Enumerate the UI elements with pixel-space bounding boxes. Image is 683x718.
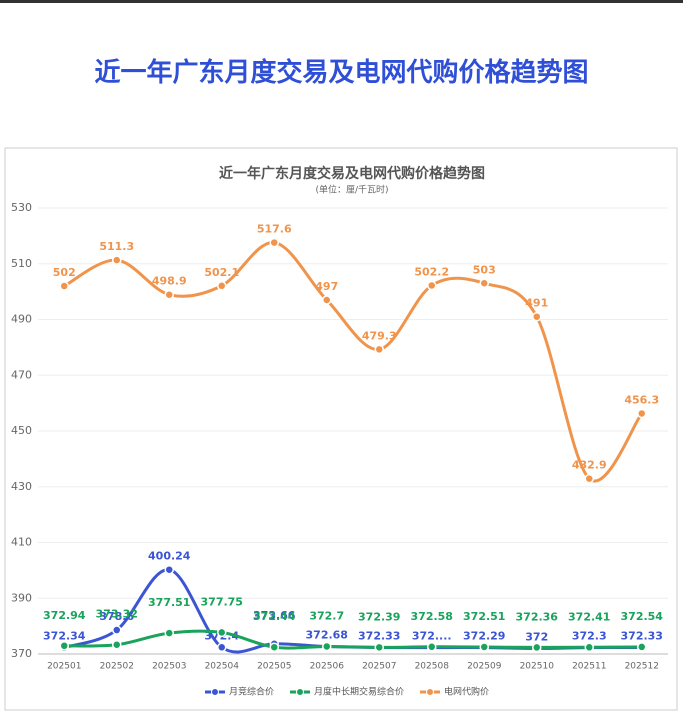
data-label: 377.51: [148, 596, 190, 609]
x-tick-label: 202512: [625, 662, 659, 672]
data-label: 372.33: [621, 630, 663, 643]
legend-dot: [426, 688, 435, 696]
point: [269, 642, 279, 652]
point: [427, 280, 437, 291]
point: [217, 281, 227, 291]
y-tick-label: 430: [11, 480, 32, 493]
x-tick-label: 202502: [100, 662, 134, 672]
point: [374, 642, 384, 653]
point: [637, 408, 647, 419]
legend-dot: [211, 688, 219, 696]
legend-label: 月竞综合价: [229, 686, 274, 698]
x-tick-label: 202508: [415, 662, 450, 672]
point: [427, 642, 437, 652]
series-line: [64, 629, 642, 650]
data-label: 511.3: [99, 240, 134, 253]
data-label: 503: [473, 263, 496, 276]
data-label: 373.32: [96, 608, 138, 621]
point: [112, 255, 122, 265]
y-tick-label: 470: [11, 368, 32, 381]
point: [217, 642, 227, 653]
data-label: 456.3: [624, 393, 659, 406]
data-label: 372....: [412, 630, 452, 643]
y-tick-label: 370: [11, 647, 32, 660]
data-label: 491: [525, 297, 548, 310]
point: [532, 642, 542, 653]
data-label: 372.94: [43, 609, 86, 622]
chart-subtitle: (单位：厘/千瓦时): [315, 184, 388, 196]
legend-label: 月度中长期交易综合价: [314, 686, 404, 698]
data-label: 372.7: [309, 609, 344, 622]
y-tick-label: 490: [11, 313, 32, 326]
data-label: 372: [525, 630, 548, 643]
point: [584, 642, 594, 653]
x-tick-label: 202505: [257, 662, 291, 672]
data-label: 378.6: [99, 610, 134, 623]
point: [59, 281, 69, 291]
x-tick-label: 202504: [205, 662, 240, 672]
point: [374, 344, 384, 355]
point: [322, 641, 332, 652]
point: [479, 278, 489, 289]
point: [584, 473, 594, 484]
point: [164, 289, 174, 300]
x-tick-label: 202511: [572, 662, 606, 672]
data-label: 400.24: [148, 550, 191, 563]
data-label: 372.29: [463, 630, 505, 643]
data-label: 372.44: [253, 610, 296, 623]
data-label: 497: [315, 280, 338, 293]
data-label: 372.41: [568, 610, 610, 623]
point: [637, 642, 647, 652]
data-label: 432.9: [572, 459, 607, 472]
top-bar: [0, 0, 683, 3]
point: [532, 311, 542, 322]
y-tick-label: 510: [11, 257, 32, 270]
x-tick-label: 202503: [152, 662, 186, 672]
data-label: 373.66: [253, 609, 296, 622]
point: [59, 641, 69, 651]
data-label: 372.54: [621, 610, 664, 623]
y-tick-label: 390: [11, 591, 32, 604]
y-tick-label: 530: [11, 201, 32, 214]
data-label: 372.33: [358, 630, 400, 643]
point: [217, 627, 227, 638]
data-label: 502.2: [414, 265, 449, 278]
x-tick-label: 202507: [362, 662, 396, 672]
data-label: 517.6: [257, 223, 292, 236]
data-label: 377.75: [201, 595, 243, 608]
y-tick-label: 450: [11, 424, 32, 437]
data-label: 372.3: [572, 630, 607, 643]
legend-dot: [296, 688, 305, 696]
point: [164, 564, 174, 575]
data-label: 372.34: [43, 629, 86, 642]
data-label: 502: [53, 266, 76, 279]
data-label: 498.9: [152, 275, 187, 288]
point: [112, 639, 122, 650]
chart-title: 近一年广东月度交易及电网代购价格趋势图: [219, 165, 485, 182]
y-tick-label: 410: [11, 536, 32, 549]
data-label: 502.1: [204, 266, 239, 279]
point: [322, 295, 332, 305]
chart-frame: [4, 147, 678, 711]
data-label: 479.3: [362, 329, 397, 342]
point: [479, 642, 489, 652]
legend-label: 电网代购价: [444, 686, 489, 698]
data-label: 372.58: [411, 610, 453, 623]
x-tick-label: 202501: [47, 662, 81, 672]
x-tick-label: 202510: [520, 662, 555, 672]
point: [112, 625, 122, 635]
x-tick-label: 202506: [310, 662, 345, 672]
point: [269, 237, 279, 248]
x-tick-label: 202509: [467, 662, 502, 672]
data-label: 372.51: [463, 610, 505, 623]
point: [164, 628, 174, 638]
data-label: 372.36: [516, 610, 559, 623]
data-label: 372.39: [358, 610, 400, 623]
page-title: 近一年广东月度交易及电网代购价格趋势图: [94, 58, 589, 88]
data-label: 372.68: [306, 629, 348, 642]
